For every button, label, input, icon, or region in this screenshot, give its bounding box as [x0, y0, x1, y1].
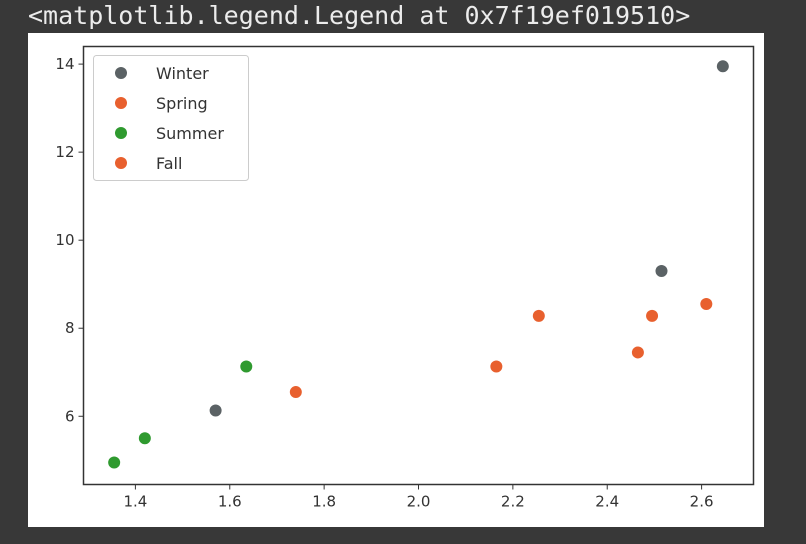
y-axis: 6 8 10 12 14: [55, 55, 84, 425]
legend-marker-winter: [115, 67, 127, 79]
y-tick-label: 8: [65, 319, 75, 337]
point-fall-1: [490, 360, 503, 373]
legend-marker-spring: [115, 97, 127, 109]
legend-label-winter: Winter: [156, 64, 209, 83]
legend-label-fall: Fall: [156, 154, 182, 173]
legend: Winter Spring Summer Fall: [93, 55, 249, 181]
legend-marker-summer: [115, 127, 127, 139]
legend-label-spring: Spring: [156, 94, 208, 113]
point-summer-2: [138, 432, 151, 445]
y-tick-label: 6: [65, 407, 75, 425]
legend-marker-fall: [115, 157, 127, 169]
x-axis: 1.4 1.6 1.8 2.0 2.2 2.4 2.6: [123, 484, 714, 511]
point-winter-2: [655, 265, 668, 278]
x-tick-label: 1.8: [312, 493, 336, 511]
point-spring-3: [646, 309, 659, 322]
y-tick-label: 12: [55, 143, 74, 161]
figure-canvas: 1.4 1.6 1.8 2.0 2.2 2.4 2.6 6 8 10 12 14 Winter Spr…: [28, 33, 764, 527]
legend-repr-output: <matplotlib.legend.Legend at 0x7f19ef019…: [28, 1, 691, 30]
point-spring-4: [700, 298, 713, 311]
x-tick-label: 2.0: [407, 493, 431, 511]
point-spring-2: [532, 309, 545, 322]
point-spring-1: [289, 386, 302, 399]
x-tick-label: 2.6: [690, 493, 714, 511]
legend-box: [93, 55, 249, 181]
x-tick-label: 1.6: [218, 493, 242, 511]
point-winter-3: [716, 60, 729, 73]
y-tick-label: 14: [55, 55, 74, 73]
x-tick-label: 2.2: [501, 493, 525, 511]
legend-label-summer: Summer: [156, 124, 224, 143]
scatter-chart: 1.4 1.6 1.8 2.0 2.2 2.4 2.6 6 8 10 12 14 Winter Spr…: [55, 45, 755, 511]
y-tick-label: 10: [55, 231, 74, 249]
x-tick-label: 1.4: [123, 493, 147, 511]
point-summer-3: [240, 360, 253, 373]
x-tick-label: 2.4: [595, 493, 619, 511]
point-winter-1: [209, 404, 222, 417]
point-fall-2: [631, 346, 644, 359]
point-summer-1: [108, 456, 121, 469]
data-points: [108, 60, 729, 469]
